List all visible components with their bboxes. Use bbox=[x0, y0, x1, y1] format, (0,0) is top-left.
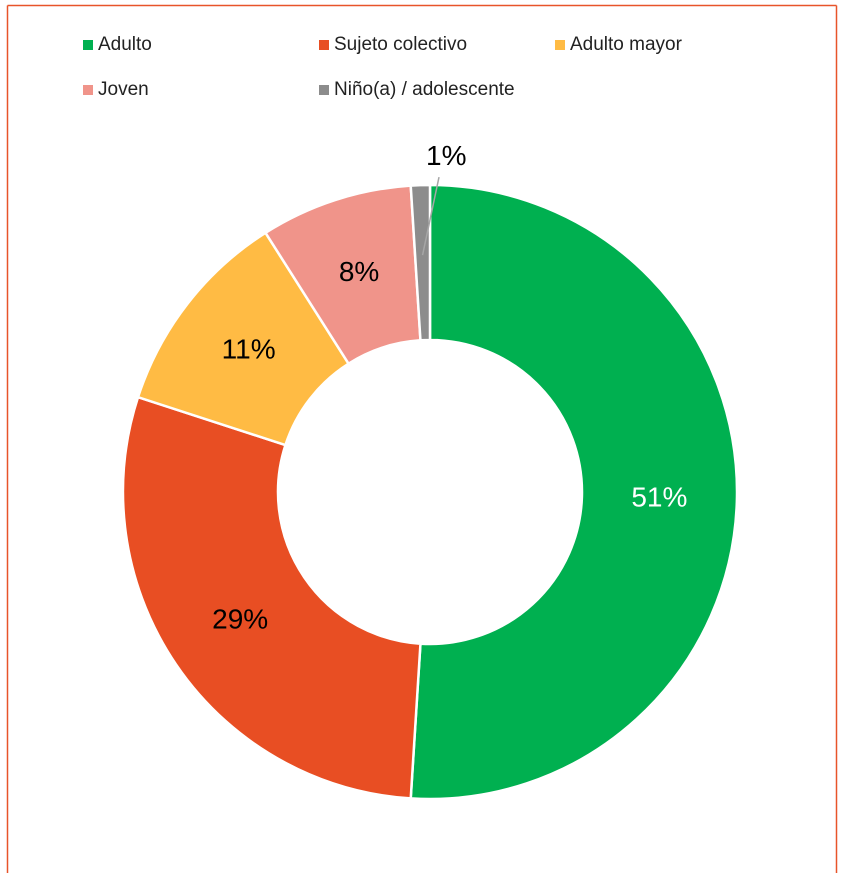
data-label: 51% bbox=[631, 482, 687, 513]
frame bbox=[6, 4, 838, 873]
data-label: 8% bbox=[339, 256, 379, 287]
legend-swatch bbox=[319, 40, 329, 50]
legend-label: Adulto mayor bbox=[570, 34, 683, 55]
donut-slice bbox=[121, 395, 422, 800]
legend-swatch bbox=[83, 85, 93, 95]
legend-swatch bbox=[555, 40, 565, 50]
donut-slice bbox=[409, 183, 739, 801]
data-label: 29% bbox=[212, 603, 268, 634]
data-label: 11% bbox=[222, 334, 276, 365]
legend-label: Joven bbox=[98, 79, 149, 100]
leader-line bbox=[421, 176, 440, 256]
legend-swatch bbox=[319, 85, 329, 95]
legend-label: Adulto bbox=[98, 34, 152, 55]
legend-label: Sujeto colectivo bbox=[334, 34, 467, 55]
legend-swatch bbox=[83, 40, 93, 50]
legend-label: Niño(a) / adolescente bbox=[334, 79, 515, 100]
donut-slice bbox=[409, 183, 432, 342]
data-label: 1% bbox=[426, 140, 466, 171]
